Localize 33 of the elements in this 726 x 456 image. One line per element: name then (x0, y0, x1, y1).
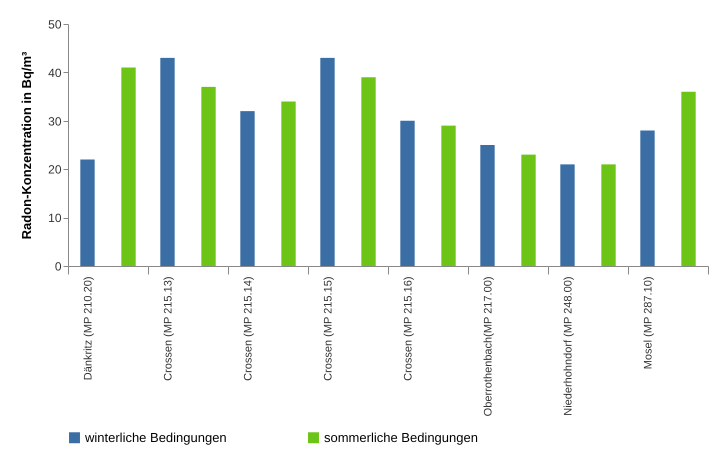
x-tick-label: Oberrothenbach(MP 217.00) (482, 276, 494, 416)
bar (560, 164, 575, 266)
legend-label: sommerliche Bedingungen (324, 430, 478, 445)
bar (400, 120, 415, 266)
y-tick-label: 40 (48, 66, 62, 80)
bar (601, 164, 616, 266)
y-tick-label: 10 (48, 211, 62, 226)
bar (201, 86, 216, 266)
x-tick-label: Crossen (MP 215.14) (242, 276, 254, 381)
bar (240, 111, 255, 266)
y-tick-label: 50 (48, 18, 62, 32)
x-tick-label: Mosel (MP 287.10) (642, 276, 654, 370)
bar (281, 101, 296, 266)
bar (121, 68, 136, 266)
bar (441, 126, 456, 266)
y-tick-label: 20 (48, 162, 62, 177)
y-tick-label: 30 (48, 114, 62, 128)
x-tick-label: Crossen (MP 215.13) (162, 276, 174, 381)
bar (160, 58, 175, 266)
x-tick-label: Niederhohndorf (MP 248.00) (562, 276, 574, 416)
x-tick-label: Crossen (MP 215.16) (402, 276, 414, 381)
bar (521, 154, 536, 266)
bar (480, 145, 495, 266)
bar (681, 92, 696, 266)
bar (640, 130, 655, 266)
y-axis-title: Radon-Konzentration in Bq/m³ (19, 50, 34, 240)
bar (361, 77, 376, 266)
x-tick-label: Dänkritz (MP 210.20) (82, 276, 94, 380)
legend-label: winterliche Bedingungen (84, 430, 227, 445)
y-tick-label: 0 (54, 260, 62, 274)
x-tick-label: Crossen (MP 215.15) (322, 276, 334, 381)
bar (80, 160, 95, 266)
bar (320, 58, 335, 266)
